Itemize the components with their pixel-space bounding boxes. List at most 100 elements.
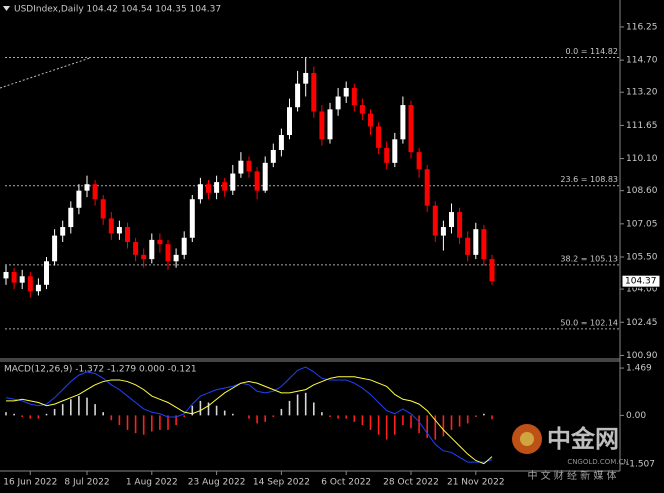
candle-body bbox=[173, 254, 179, 262]
candle-body bbox=[449, 212, 454, 228]
macd-title: MACD(12,26,9) -1.372 -1.279 0.000 -0.121 bbox=[4, 365, 197, 375]
candle-body bbox=[206, 184, 211, 193]
fib-label: 50.0 = 102.14 bbox=[560, 318, 618, 327]
y-tick-label: 102.45 bbox=[626, 318, 658, 328]
y-tick-label: 116.25 bbox=[626, 22, 658, 32]
candle-body bbox=[489, 259, 495, 282]
candle-body bbox=[100, 199, 106, 219]
candle-body bbox=[295, 83, 301, 108]
candle-body bbox=[473, 229, 479, 255]
candle-body bbox=[270, 150, 276, 163]
watermark: 中金网 CNGOLD.COM.CN 中 文 财 经 新 媒 体 bbox=[512, 424, 629, 482]
candle-body bbox=[368, 113, 373, 127]
candle-body bbox=[432, 205, 438, 236]
watermark-name: 中金网 bbox=[547, 425, 619, 453]
y-tick-label: 100.90 bbox=[626, 351, 658, 361]
candle-body bbox=[157, 239, 163, 245]
candle-body bbox=[359, 105, 365, 114]
y-tick-label: 111.65 bbox=[626, 121, 658, 131]
menu-arrow[interactable] bbox=[3, 6, 10, 11]
candle-body bbox=[11, 271, 17, 283]
watermark-slogan: 中 文 财 经 新 媒 体 bbox=[527, 469, 616, 482]
candle-body bbox=[376, 126, 382, 148]
candle-body bbox=[287, 107, 292, 136]
candle-body bbox=[408, 105, 414, 153]
candle-body bbox=[440, 227, 446, 236]
x-tick-label: 21 Nov 2022 bbox=[447, 478, 505, 488]
candle-body bbox=[222, 182, 228, 191]
x-tick-label: 28 Oct 2022 bbox=[383, 478, 439, 488]
candle-body bbox=[424, 169, 430, 206]
chart-title: USDIndex,Daily 104.42 104.54 104.35 104.… bbox=[14, 5, 221, 15]
candle-body bbox=[197, 184, 203, 200]
candle-body bbox=[149, 239, 155, 260]
candle-body bbox=[335, 96, 341, 110]
candle-body bbox=[343, 87, 349, 97]
candle-body bbox=[319, 111, 325, 140]
candle-body bbox=[214, 182, 220, 193]
logo-inner bbox=[520, 432, 534, 446]
candle-body bbox=[254, 171, 260, 191]
watermark-site: CNGOLD.COM.CN bbox=[567, 458, 628, 466]
x-tick-label: 1 Aug 2022 bbox=[126, 478, 178, 488]
candle-body bbox=[262, 162, 268, 191]
candle-body bbox=[465, 237, 471, 255]
last-price-label: 104.37 bbox=[625, 277, 657, 287]
y-tick-label: 1.469 bbox=[626, 364, 652, 374]
y-tick-label: 114.70 bbox=[626, 56, 658, 66]
candle-body bbox=[238, 160, 244, 174]
candle-body bbox=[181, 237, 187, 255]
candle-body bbox=[392, 139, 398, 163]
y-tick-label: 113.20 bbox=[626, 88, 658, 98]
candle-body bbox=[327, 109, 333, 140]
candle-body bbox=[303, 72, 309, 84]
candle-body bbox=[246, 160, 252, 172]
candle-body bbox=[35, 284, 41, 292]
candle-body bbox=[76, 190, 82, 208]
candle-body bbox=[141, 254, 147, 260]
candle-body bbox=[68, 207, 74, 228]
candle-body bbox=[125, 227, 130, 243]
x-tick-label: 16 Jun 2022 bbox=[3, 478, 57, 488]
y-tick-label: 108.60 bbox=[626, 186, 658, 196]
candle-body bbox=[44, 261, 49, 285]
candle-body bbox=[189, 199, 195, 238]
macd-line bbox=[5, 366, 493, 463]
candle-body bbox=[84, 184, 90, 191]
candle-body bbox=[457, 212, 463, 238]
candle-body bbox=[3, 271, 9, 279]
candle-body bbox=[52, 235, 58, 262]
candle-body bbox=[60, 227, 66, 236]
candle-body bbox=[27, 276, 33, 292]
candle-body bbox=[133, 242, 139, 255]
last-price-box bbox=[621, 274, 661, 288]
x-tick-label: 23 Aug 2022 bbox=[188, 478, 246, 488]
y-tick-label: 107.05 bbox=[626, 219, 658, 229]
fib-label: 23.6 = 108.83 bbox=[560, 175, 618, 184]
y-tick-label: 110.10 bbox=[626, 154, 658, 164]
candle-body bbox=[19, 276, 25, 283]
x-tick-label: 8 Jul 2022 bbox=[64, 478, 109, 488]
candle-body bbox=[230, 173, 236, 191]
candle-body bbox=[481, 229, 487, 260]
x-tick-label: 6 Oct 2022 bbox=[321, 478, 371, 488]
y-tick-label: 105.50 bbox=[626, 252, 658, 262]
x-tick-label: 14 Sep 2022 bbox=[253, 478, 310, 488]
candle-body bbox=[278, 135, 284, 151]
candle-body bbox=[351, 87, 357, 106]
candle-body bbox=[108, 218, 114, 234]
candle-body bbox=[92, 184, 98, 200]
fib-label: 0.0 = 114.82 bbox=[565, 47, 618, 56]
y-tick-label: 104.00 bbox=[626, 285, 658, 295]
candle-body bbox=[116, 227, 122, 234]
candle-body bbox=[400, 105, 406, 140]
candle-body bbox=[416, 152, 422, 170]
candle-body bbox=[311, 72, 317, 112]
candle-body bbox=[165, 244, 171, 262]
y-tick-label: 0.00 bbox=[626, 411, 646, 421]
candle-body bbox=[384, 147, 390, 163]
y-tick-label: -1.507 bbox=[626, 459, 655, 469]
fib-label: 38.2 = 105.13 bbox=[560, 254, 618, 263]
